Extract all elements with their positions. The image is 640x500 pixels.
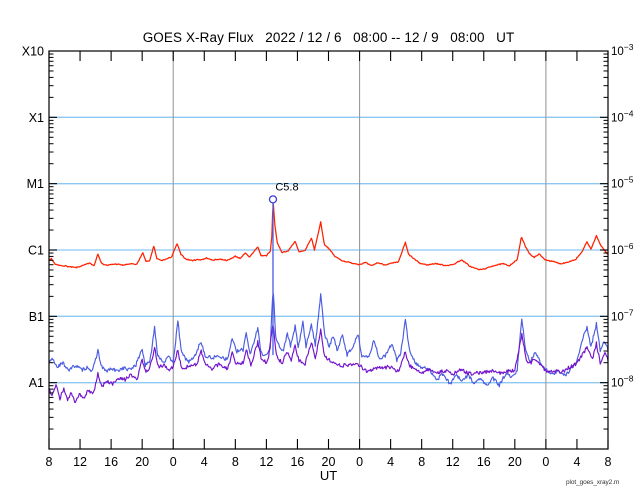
x-tick-label: 12 [446, 455, 460, 469]
x-tick-label: 8 [46, 455, 53, 469]
data-traces [49, 203, 608, 404]
x-tick-label: 0 [356, 455, 363, 469]
y-axis-label-right: 10−7 [611, 307, 634, 323]
y-axis-label-right: 10−6 [611, 241, 634, 257]
y-axis-label-right: 10−3 [611, 42, 634, 58]
script-filename: plot_goes_xray2.m [566, 479, 620, 486]
y-axis-label-left: X10 [22, 45, 44, 59]
flare-marker-circle [268, 195, 278, 204]
x-tick-label: 0 [170, 455, 177, 469]
series-xray-short-wavelength-2 [49, 325, 608, 404]
y-axis-label-left: A1 [29, 376, 44, 390]
series-xray-long-wavelength [49, 203, 608, 271]
x-tick-label: 20 [508, 455, 522, 469]
x-tick-label: 16 [290, 455, 304, 469]
x-tick-label: 16 [477, 455, 491, 469]
x-tick-label: 8 [232, 455, 239, 469]
y-axis-label-right: 10−5 [611, 175, 634, 191]
chart-title: GOES X-Ray Flux 2022 / 12 / 6 08:00 -- 1… [142, 30, 515, 45]
x-tick-label: 0 [542, 455, 549, 469]
series-xray-short-wavelength-1 [49, 293, 608, 388]
y-axis-label-left: X1 [29, 111, 44, 125]
x-tick-label: 4 [573, 455, 580, 469]
x-tick-label: 4 [387, 455, 394, 469]
x-tick-label: 8 [605, 455, 612, 469]
x-tick-label: 8 [418, 455, 425, 469]
y-axis-label-left: M1 [27, 177, 44, 191]
y-axis-label-right: 10−8 [611, 374, 634, 390]
x-tick-label: 4 [201, 455, 208, 469]
flare-label: C5.8 [275, 181, 298, 193]
y-axis-label-right: 10−4 [611, 108, 634, 124]
y-axis-label-left: C1 [28, 244, 44, 258]
x-tick-label: 20 [322, 455, 336, 469]
x-tick-label: 12 [73, 455, 87, 469]
y-axis-label-left: B1 [29, 310, 44, 324]
x-tick-label: 20 [135, 455, 149, 469]
x-tick-label: 16 [104, 455, 118, 469]
x-axis-label: UT [319, 468, 338, 483]
x-tick-label: 12 [259, 455, 273, 469]
